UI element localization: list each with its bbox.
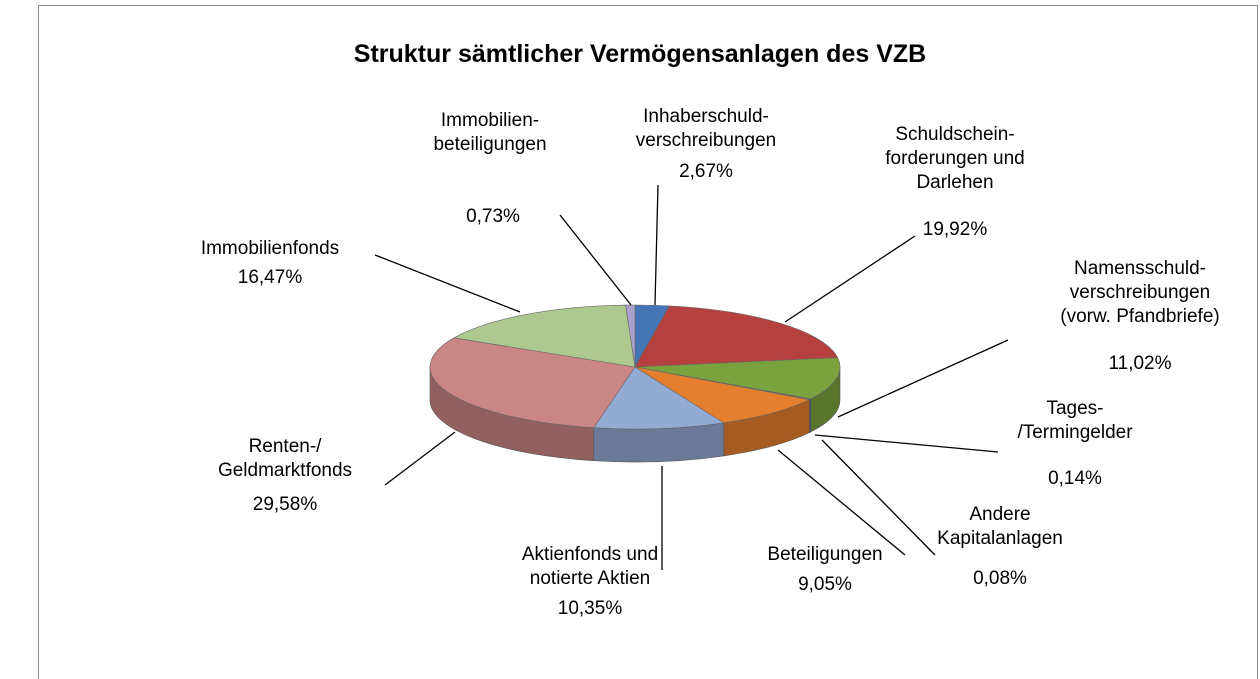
slice	[634, 366, 811, 424]
leader-line	[837, 339, 1009, 418]
leader-line	[384, 431, 456, 486]
slice-label: Aktienfonds und notierte Aktien	[521, 544, 659, 589]
slice-label: Inhaberschuld- verschreibungen	[635, 106, 777, 151]
slice-label: Immobilien- beteiligungen	[433, 110, 547, 155]
leader-line	[814, 434, 999, 453]
slice-label: Immobilienfonds	[200, 238, 340, 259]
slice-label: Andere Kapitalanlagen	[937, 504, 1063, 549]
leader-line	[777, 449, 906, 556]
leader-line	[784, 235, 916, 323]
value-label: 2,67%	[679, 161, 733, 182]
value-label: 0,73%	[466, 206, 520, 227]
slice	[593, 366, 725, 430]
value-label: 9,05%	[798, 574, 852, 595]
value-label: 19,92%	[922, 219, 988, 240]
value-label: 16,47%	[237, 267, 303, 288]
slice-label: Schuldschein- forderungen und Darlehen	[885, 124, 1025, 193]
value-label: 29,58%	[252, 494, 318, 515]
leader-line	[374, 254, 521, 313]
slice	[429, 337, 636, 429]
slice-label: Namensschuld- verschreibungen (vorw. Pfa…	[1060, 258, 1220, 327]
slice-label: Tages- /Termingelder	[1017, 398, 1133, 443]
leader-line	[559, 214, 632, 306]
slice	[634, 357, 841, 400]
chart-title: Struktur sämtlicher Vermögensanlagen des…	[353, 40, 927, 68]
slice	[634, 305, 839, 368]
value-label: 10,35%	[557, 598, 623, 619]
value-label: 11,02%	[1108, 353, 1172, 374]
leader-line	[821, 439, 936, 556]
chart-frame	[38, 5, 1258, 679]
slice	[453, 304, 636, 368]
slice-label: Renten-/ Geldmarktfonds	[217, 436, 353, 481]
slice-label: Beteiligungen	[767, 544, 883, 565]
value-label: 0,08%	[973, 568, 1027, 589]
leader-line	[654, 184, 659, 306]
value-label: 0,14%	[1048, 468, 1102, 489]
